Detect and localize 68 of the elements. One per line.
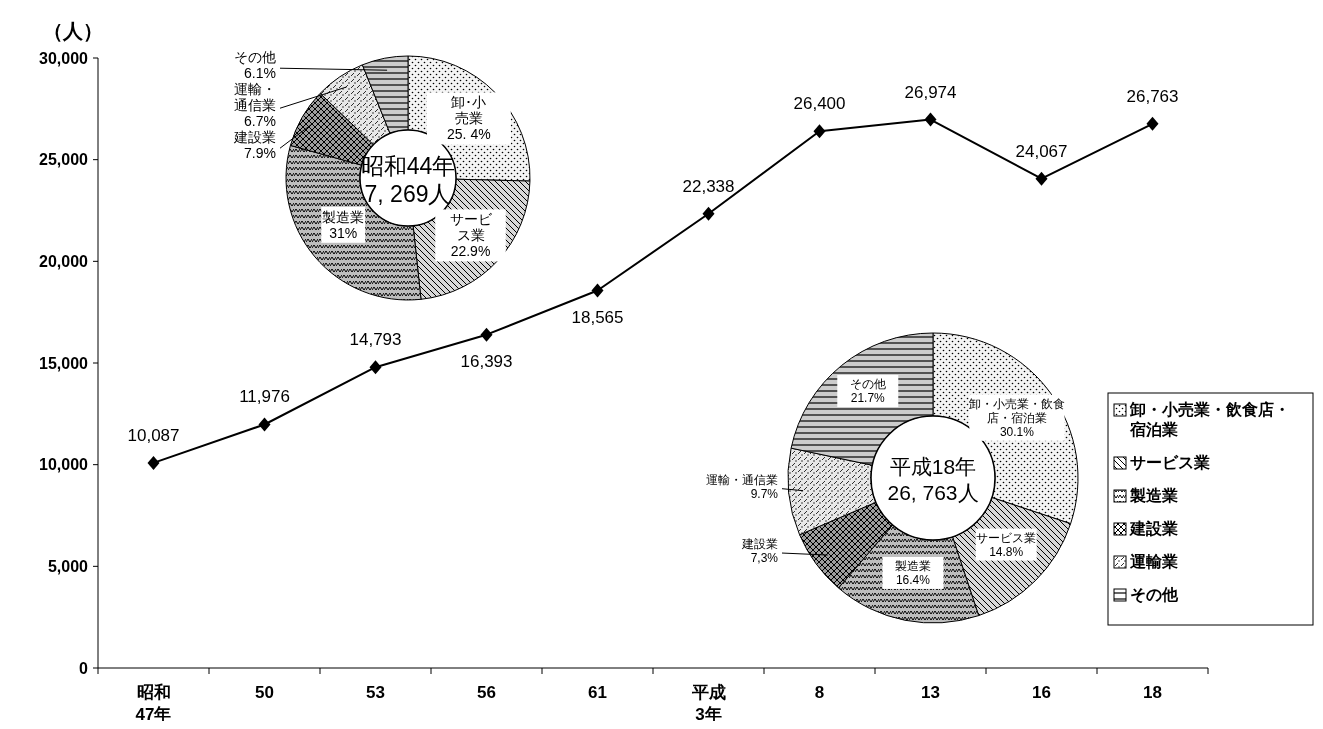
slice-label: 運輸・通信業 <box>706 472 778 487</box>
y-tick-label: 30,000 <box>39 49 89 67</box>
data-label: 26,763 <box>1126 86 1179 106</box>
y-tick-label: 15,000 <box>39 354 89 372</box>
annotation: 製造業 <box>1129 487 1178 504</box>
data-label: 18,565 <box>571 307 624 327</box>
slice-label: その他 <box>234 49 276 66</box>
point <box>591 283 604 298</box>
data-label: 6.1% <box>244 65 276 82</box>
point <box>258 417 271 432</box>
y-tick-label: 25,000 <box>39 151 89 169</box>
y-tick-label: 5,000 <box>47 557 89 575</box>
point <box>369 360 382 375</box>
point <box>480 327 493 342</box>
x-tick-label: 18 <box>1143 683 1162 702</box>
annotation: 運輸業 <box>1129 553 1178 570</box>
x-tick-label: 8 <box>814 683 825 702</box>
x-tick-label: 13 <box>921 683 940 702</box>
data-label: 26,400 <box>793 94 846 114</box>
data-label: 22,338 <box>682 176 735 196</box>
data-label: 14.8% <box>989 544 1024 559</box>
data-label: 25. 4% <box>447 126 491 143</box>
data-label: 16,393 <box>460 351 513 371</box>
data-label: 7.9% <box>244 145 276 162</box>
data-label: 24,067 <box>1015 141 1068 161</box>
slice-label: 製造業 <box>894 558 931 573</box>
slice-label: 卸・小売業・飲食店・宿泊業 <box>968 396 1065 425</box>
x-tick-label: 61 <box>588 683 607 702</box>
data-label: 16.4% <box>895 572 931 587</box>
x-tick-label: 56 <box>477 683 496 702</box>
slice-label: サービス業 <box>449 211 493 244</box>
point <box>1035 171 1048 186</box>
data-label: 21.7% <box>850 391 886 406</box>
point <box>813 124 826 139</box>
slice-label: 製造業 <box>322 208 365 225</box>
data-label: 10,087 <box>127 425 180 445</box>
data-label: 11,976 <box>239 387 290 407</box>
data-label: 6.7% <box>244 113 276 130</box>
point <box>702 206 715 221</box>
y-tick-label: 0 <box>79 659 89 677</box>
data-label: 9.7% <box>750 486 779 501</box>
data-label: 7,3% <box>750 551 779 566</box>
text: 平成18年 26, 763人 <box>887 455 979 504</box>
annotation: サービス業 <box>1130 454 1210 471</box>
slice-label: 建設業 <box>741 537 778 552</box>
data-label: 22.9% <box>450 243 491 260</box>
x-tick-label: 53 <box>366 683 385 702</box>
slice-label: 建設業 <box>233 129 276 146</box>
y-tick-label: 10,000 <box>39 456 89 474</box>
x-tick-label: 16 <box>1032 683 1051 702</box>
slice-label: 卸･小売業 <box>451 94 487 127</box>
y-tick-label: 20,000 <box>39 252 89 270</box>
slice-label: サービス業 <box>976 530 1037 545</box>
point <box>147 455 160 470</box>
data-label: 30.1% <box>999 424 1035 439</box>
annotation: その他 <box>1130 586 1179 604</box>
data-label: 26,974 <box>904 82 957 102</box>
data-label: 14,793 <box>349 330 402 350</box>
y-axis-title: （人） <box>43 20 103 42</box>
annotation: 卸・小売業・飲食店・宿泊業 <box>1129 400 1290 438</box>
data-label: 31% <box>329 224 358 241</box>
slice-label: 運輸・通信業 <box>234 81 276 114</box>
text: 昭和44年 7, 269人 <box>360 153 456 207</box>
slice-label: その他 <box>849 377 886 392</box>
annotation: 建設業 <box>1128 520 1178 537</box>
point <box>924 112 937 127</box>
point <box>1146 116 1159 131</box>
x-tick-label: 50 <box>255 683 274 702</box>
